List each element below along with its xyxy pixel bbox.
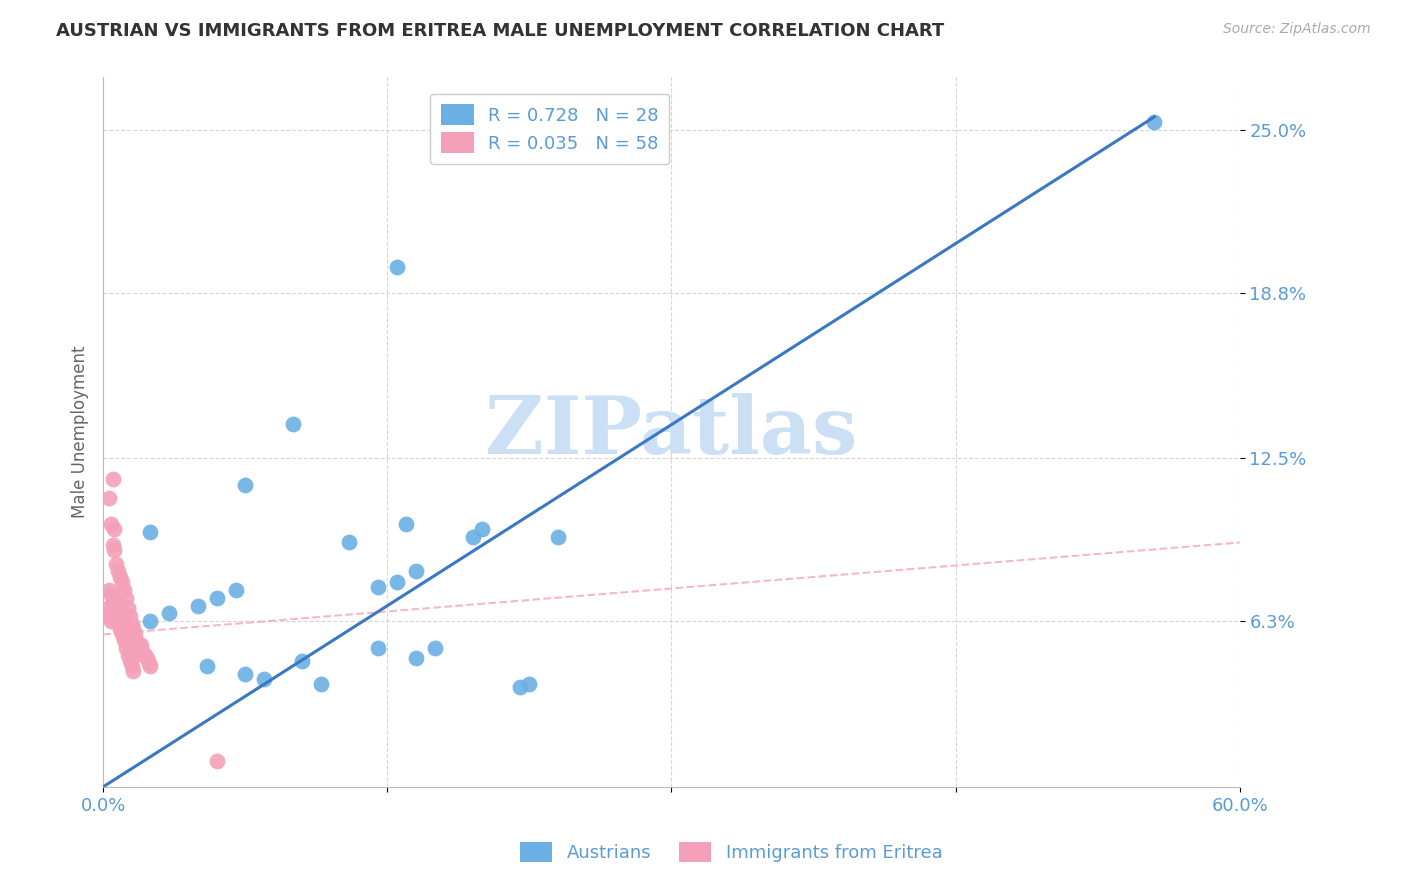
Point: [115, 640, 138, 655]
Point: [138, 657, 160, 671]
Point: [132, 648, 155, 663]
Point: [367, 640, 389, 655]
Point: [281, 417, 304, 432]
Point: [108, 622, 131, 636]
Point: [108, 601, 131, 615]
Point: [101, 538, 124, 552]
Point: [121, 659, 143, 673]
Point: [139, 659, 162, 673]
Point: [395, 517, 418, 532]
Point: [423, 640, 446, 655]
Point: [127, 635, 149, 649]
Point: [187, 599, 209, 613]
Point: [105, 588, 128, 602]
Legend: R = 0.728   N = 28, R = 0.035   N = 58: R = 0.728 N = 28, R = 0.035 N = 58: [430, 94, 669, 164]
Point: [115, 624, 138, 639]
Point: [111, 574, 134, 589]
Point: [118, 638, 141, 652]
Point: [233, 477, 256, 491]
Point: [309, 677, 332, 691]
Point: [103, 543, 125, 558]
Point: [101, 596, 124, 610]
Point: [122, 635, 145, 649]
Point: [405, 651, 427, 665]
Point: [103, 604, 125, 618]
Point: [1143, 115, 1166, 129]
Point: [124, 627, 146, 641]
Point: [385, 574, 408, 589]
Point: [117, 601, 139, 615]
Point: [127, 643, 149, 657]
Point: [107, 565, 129, 579]
Point: [471, 522, 494, 536]
Point: [117, 632, 139, 647]
Point: [117, 648, 139, 663]
Point: [159, 607, 181, 621]
Point: [291, 654, 314, 668]
Text: Source: ZipAtlas.com: Source: ZipAtlas.com: [1223, 22, 1371, 37]
Point: [107, 596, 129, 610]
Point: [97, 609, 120, 624]
Point: [122, 665, 145, 679]
Point: [121, 630, 143, 644]
Point: [233, 666, 256, 681]
Point: [461, 530, 484, 544]
Point: [509, 680, 531, 694]
Point: [129, 643, 152, 657]
Point: [253, 672, 276, 686]
Point: [367, 580, 389, 594]
Point: [97, 491, 120, 505]
Point: [111, 616, 134, 631]
Point: [128, 646, 150, 660]
Point: [139, 524, 162, 539]
Point: [115, 591, 138, 605]
Point: [135, 651, 157, 665]
Point: [112, 632, 135, 647]
Point: [337, 535, 360, 549]
Point: [121, 616, 143, 631]
Point: [205, 591, 228, 605]
Y-axis label: Male Unemployment: Male Unemployment: [72, 346, 89, 518]
Point: [195, 659, 218, 673]
Point: [118, 654, 141, 668]
Point: [107, 615, 129, 629]
Text: AUSTRIAN VS IMMIGRANTS FROM ERITREA MALE UNEMPLOYMENT CORRELATION CHART: AUSTRIAN VS IMMIGRANTS FROM ERITREA MALE…: [56, 22, 945, 40]
Point: [101, 472, 124, 486]
Point: [105, 609, 128, 624]
Point: [97, 582, 120, 597]
Point: [96, 601, 118, 615]
Point: [205, 754, 228, 768]
Point: [100, 517, 122, 532]
Point: [103, 522, 125, 536]
Point: [100, 588, 122, 602]
Text: ZIPatlas: ZIPatlas: [485, 393, 858, 471]
Point: [128, 640, 150, 655]
Point: [405, 565, 427, 579]
Point: [132, 646, 155, 660]
Point: [108, 569, 131, 583]
Point: [111, 627, 134, 641]
Point: [385, 260, 408, 274]
Point: [124, 640, 146, 655]
Point: [105, 557, 128, 571]
Point: [547, 530, 569, 544]
Point: [100, 615, 122, 629]
Point: [118, 609, 141, 624]
Point: [225, 582, 247, 597]
Point: [112, 582, 135, 597]
Point: [139, 615, 162, 629]
Point: [517, 677, 540, 691]
Point: [112, 615, 135, 629]
Point: [129, 638, 152, 652]
Point: [122, 622, 145, 636]
Point: [134, 648, 156, 663]
Legend: Austrians, Immigrants from Eritrea: Austrians, Immigrants from Eritrea: [513, 834, 949, 870]
